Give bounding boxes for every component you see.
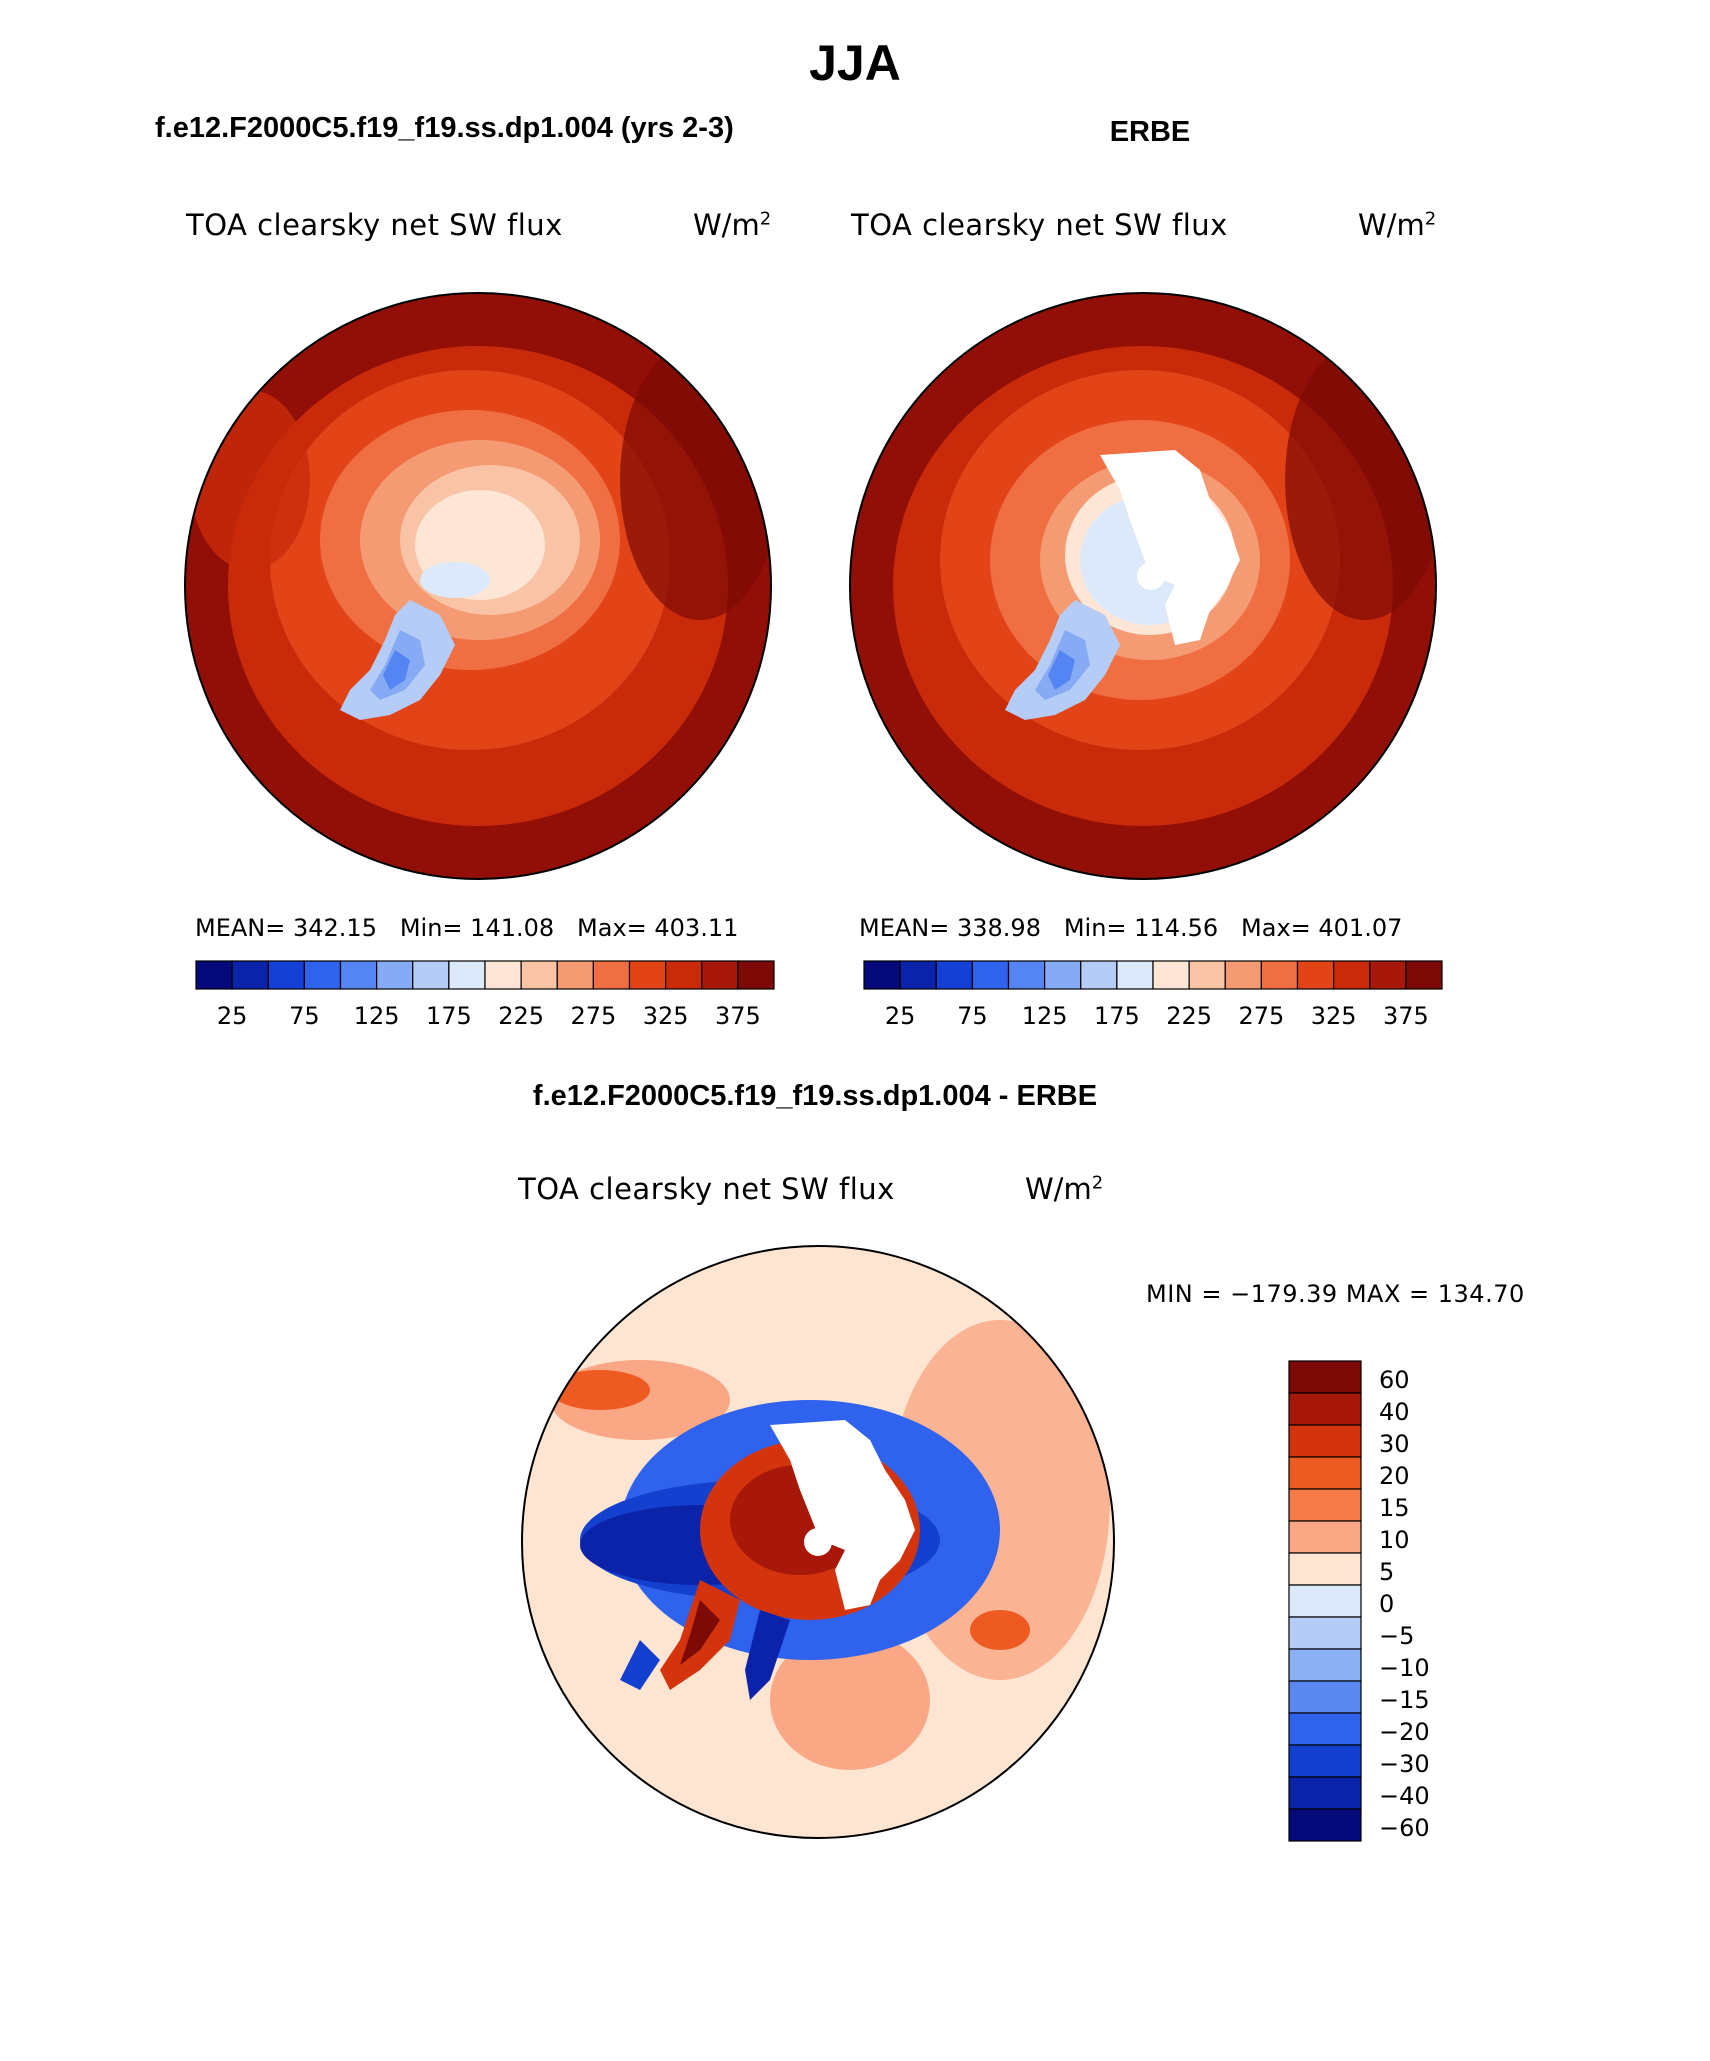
diff-colorbar-tick-label: −40 [1379,1782,1430,1810]
diff-colorbar-tick-label: −20 [1379,1718,1430,1746]
diff-colorbar-tick-label: 60 [1379,1366,1410,1394]
season-title: JJA [809,35,901,91]
model-colorbar-tick-label: 375 [715,1002,761,1030]
obs-colorbar-swatch [1152,960,1190,990]
model-colorbar-swatch [376,960,414,990]
diff-colorbar: 60 40 30 20 15 10 5 0 −5 −10 −15 −20 −30 −40 −60 [1288,1360,1430,1842]
diff-colorbar-swatch [1288,1360,1362,1394]
obs-colorbar-swatch [1116,960,1154,990]
diff-colorbar-swatch [1288,1712,1362,1746]
model-colorbar-tick-label: 25 [217,1002,248,1030]
model-colorbar-swatch [339,960,378,990]
obs-colorbar-tick-label: 225 [1166,1002,1212,1030]
diff-colorbar-tick-label: −15 [1379,1686,1430,1714]
obs-variable-label: TOA clearsky net SW flux [851,208,1228,242]
obs-colorbar-swatch [1188,960,1226,990]
obs-colorbar-swatch [899,960,937,990]
obs-colorbar: 25 75 125 175 225 275 325 375 [863,960,1443,1030]
model-variable-label: TOA clearsky net SW flux [186,208,563,242]
obs-colorbar-swatch [1224,960,1262,990]
model-polar-map [184,292,772,880]
model-units-label: W/m2 [693,208,772,242]
diff-colorbar-tick-label: 15 [1379,1494,1410,1522]
obs-colorbar-swatch [1405,960,1443,990]
model-colorbar-tick-label: 225 [498,1002,544,1030]
obs-colorbar-swatch [863,960,901,990]
diff-colorbar-swatch [1288,1680,1362,1714]
obs-colorbar-tick-label: 25 [885,1002,916,1030]
diff-panel-title: f.e12.F2000C5.f19_f19.ss.dp1.004 - ERBE [532,1080,1098,1112]
diff-colorbar-swatch [1288,1488,1362,1522]
model-colorbar-swatch [303,960,342,990]
obs-colorbar-swatch [1296,960,1335,990]
model-colorbar: 25 75 125 175 225 275 325 375 [195,960,775,1030]
model-colorbar-swatch [195,960,233,990]
diff-units-label: W/m2 [1025,1172,1104,1206]
obs-colorbar-tick-label: 375 [1383,1002,1429,1030]
diff-colorbar-swatch [1288,1648,1362,1682]
diff-polar-map [521,1245,1115,1839]
diff-colorbar-swatch [1288,1456,1362,1490]
diff-colorbar-tick-label: −10 [1379,1654,1430,1682]
model-colorbar-swatch [556,960,594,990]
obs-colorbar-swatch [971,960,1010,990]
model-colorbar-tick-label: 125 [354,1002,400,1030]
obs-colorbar-swatch [1333,960,1371,990]
diff-colorbar-tick-label: −30 [1379,1750,1430,1778]
model-colorbar-swatch [484,960,522,990]
diff-colorbar-tick-label: −60 [1379,1814,1430,1842]
model-colorbar-swatch [520,960,558,990]
model-colorbar-swatch [628,960,667,990]
model-colorbar-swatch [737,960,775,990]
obs-stats: MEAN= 338.98 Min= 114.56 Max= 401.07 [859,914,1403,942]
diff-colorbar-tick-label: 40 [1379,1398,1410,1426]
model-colorbar-tick-label: 275 [570,1002,616,1030]
obs-colorbar-swatch [1044,960,1082,990]
model-colorbar-swatch [701,960,739,990]
model-colorbar-swatch [267,960,305,990]
diff-colorbar-tick-label: −5 [1379,1622,1414,1650]
diff-colorbar-tick-label: 30 [1379,1430,1410,1458]
obs-colorbar-tick-label: 325 [1311,1002,1357,1030]
model-colorbar-tick-label: 75 [289,1002,320,1030]
model-colorbar-swatch [665,960,703,990]
obs-panel-title: ERBE [1109,116,1191,148]
obs-colorbar-swatch [1080,960,1118,990]
obs-colorbar-swatch [1260,960,1299,990]
diff-colorbar-tick-label: 5 [1379,1558,1394,1586]
obs-colorbar-swatch [1369,960,1407,990]
obs-colorbar-swatch [1007,960,1046,990]
diff-colorbar-swatch [1288,1776,1362,1810]
diff-colorbar-tick-label: 0 [1379,1590,1394,1618]
diff-colorbar-tick-label: 10 [1379,1526,1410,1554]
diff-colorbar-swatch [1288,1424,1362,1458]
model-colorbar-swatch [412,960,450,990]
diff-colorbar-swatch [1288,1552,1362,1586]
model-panel-title: f.e12.F2000C5.f19_f19.ss.dp1.004 (yrs 2-… [155,112,734,144]
obs-colorbar-tick-label: 275 [1238,1002,1284,1030]
diff-colorbar-swatch [1288,1584,1362,1618]
obs-units-label: W/m2 [1358,208,1437,242]
diff-minmax-label: MIN = −179.39 MAX = 134.70 [1146,1280,1525,1308]
diff-colorbar-swatch [1288,1392,1362,1426]
diff-colorbar-tick-label: 20 [1379,1462,1410,1490]
diff-colorbar-swatch [1288,1808,1362,1842]
obs-colorbar-tick-label: 125 [1022,1002,1068,1030]
diff-variable-label: TOA clearsky net SW flux [518,1172,895,1206]
diff-colorbar-swatch [1288,1744,1362,1778]
obs-colorbar-tick-label: 75 [957,1002,988,1030]
model-colorbar-swatch [592,960,631,990]
obs-colorbar-swatch [935,960,973,990]
model-stats: MEAN= 342.15 Min= 141.08 Max= 403.11 [195,914,739,942]
obs-polar-map [849,292,1437,880]
model-colorbar-swatch [231,960,269,990]
obs-colorbar-tick-label: 175 [1094,1002,1140,1030]
diff-colorbar-swatch [1288,1520,1362,1554]
model-colorbar-tick-label: 325 [643,1002,689,1030]
model-colorbar-tick-label: 175 [426,1002,472,1030]
model-colorbar-swatch [448,960,486,990]
diff-colorbar-swatch [1288,1616,1362,1650]
